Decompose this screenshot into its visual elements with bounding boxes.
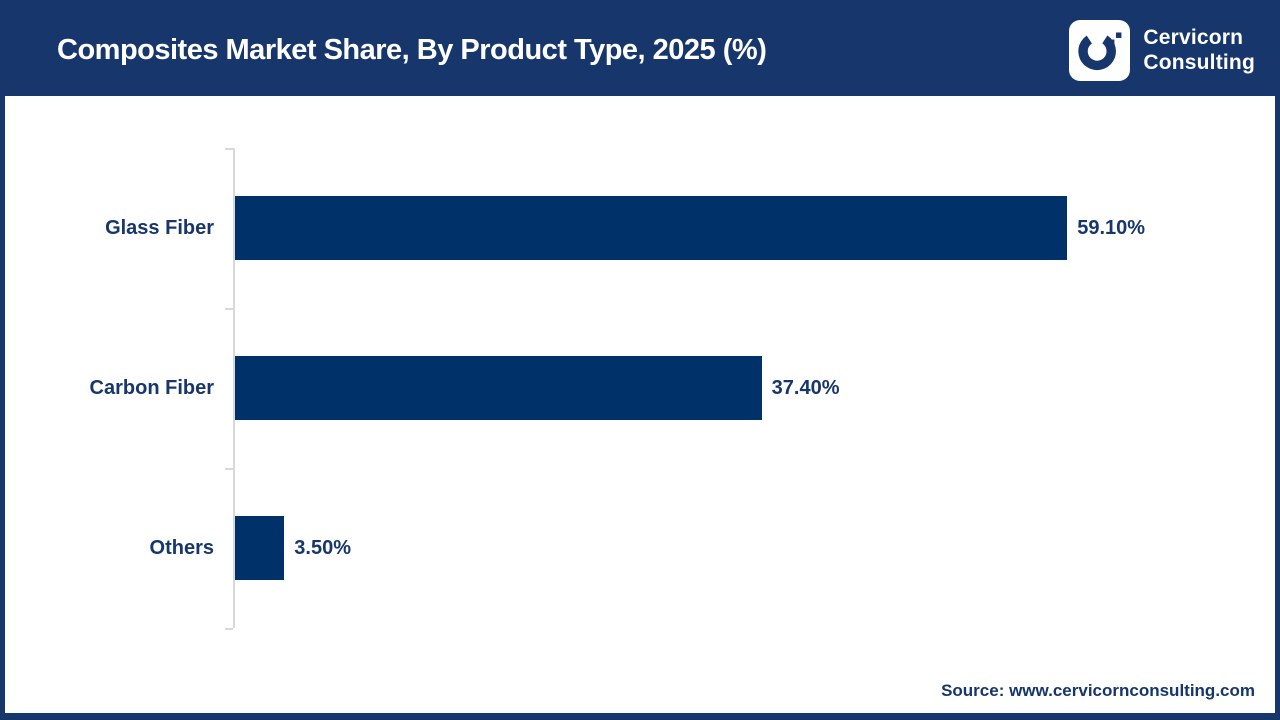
bar [235,516,285,580]
brand-line1: Cervicorn [1143,26,1244,50]
chart-row: Others 3.50% [150,468,1263,628]
chart-row: Carbon Fiber 37.40% [90,308,1263,468]
bar [235,196,1068,260]
brand-name: Cervicorn Consulting [1143,26,1255,74]
value-label: 3.50% [294,536,351,559]
category-label: Glass Fiber [105,216,214,239]
brand-line2: Consulting [1143,50,1255,74]
chart-row: Glass Fiber 59.10% [105,148,1263,308]
category-label: Carbon Fiber [89,376,214,399]
cervicorn-logo-icon [1069,20,1131,81]
category-label: Others [149,536,214,559]
header-bar: Composites Market Share, By Product Type… [5,5,1275,96]
value-label: 59.10% [1077,216,1146,239]
source-text: Source: www.cervicornconsulting.com [941,681,1255,700]
page-title: Composites Market Share, By Product Type… [57,34,767,66]
bar [235,356,762,420]
brand-logo: Cervicorn Consulting [1069,20,1255,81]
value-label: 37.40% [771,376,840,399]
bar-chart: Glass Fiber 59.10% Carbon Fiber 37.40% O… [90,148,1263,630]
